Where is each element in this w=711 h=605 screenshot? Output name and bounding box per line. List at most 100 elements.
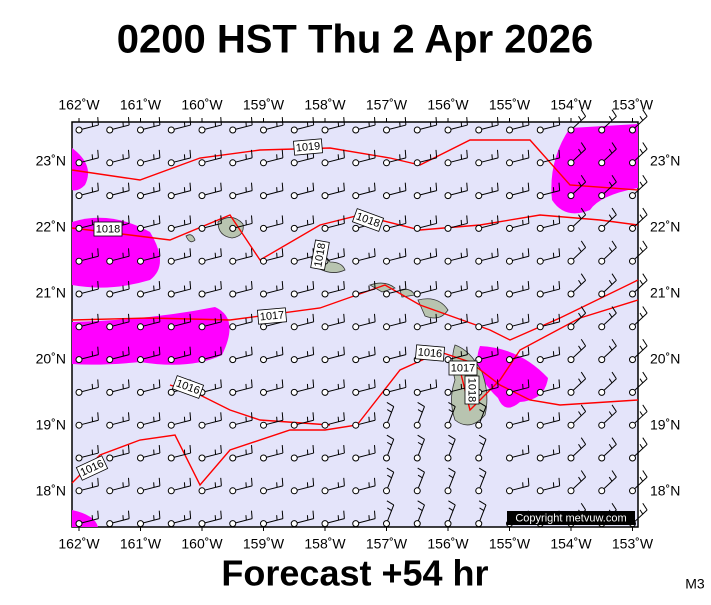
isobar-label: 1018 bbox=[96, 223, 120, 235]
barb-station bbox=[599, 193, 605, 199]
barb-feather bbox=[313, 379, 314, 387]
barb-feather bbox=[282, 412, 283, 420]
barb-station bbox=[445, 488, 451, 494]
lat-label: 22˚N bbox=[36, 219, 66, 235]
barb-feather bbox=[640, 149, 643, 153]
barb-feather bbox=[405, 117, 406, 125]
barb-station bbox=[537, 291, 543, 297]
barb-feather bbox=[640, 182, 643, 186]
barb-station bbox=[261, 422, 267, 428]
barb-station bbox=[507, 225, 513, 231]
barb-station bbox=[537, 488, 543, 494]
barb-station bbox=[230, 127, 236, 133]
barb-feather bbox=[190, 183, 191, 191]
barb-feather bbox=[190, 248, 191, 256]
barb-station bbox=[630, 455, 636, 461]
barb-station bbox=[353, 422, 359, 428]
barb-feather bbox=[159, 314, 160, 322]
barb-feather bbox=[405, 248, 406, 256]
barb-feather bbox=[467, 183, 468, 191]
isobar-label: 1018 bbox=[466, 378, 478, 402]
isobar-label-box: 1017 bbox=[257, 308, 286, 324]
barb-feather bbox=[344, 379, 345, 387]
barb-feather bbox=[159, 379, 160, 387]
barb-station bbox=[507, 193, 513, 199]
barb-station bbox=[353, 225, 359, 231]
barb-feather bbox=[221, 511, 222, 519]
barb-station bbox=[322, 389, 328, 395]
barb-feather bbox=[251, 511, 252, 519]
barb-station bbox=[322, 160, 328, 166]
barb-feather bbox=[221, 183, 222, 191]
barb-feather bbox=[497, 314, 498, 322]
barb-feather bbox=[559, 150, 560, 158]
barb-station bbox=[507, 389, 513, 395]
lat-label: 19˚N bbox=[650, 417, 680, 433]
barb-feather bbox=[98, 478, 99, 486]
barb-feather bbox=[640, 346, 643, 350]
barb-feather bbox=[98, 117, 99, 125]
barb-feather bbox=[98, 248, 99, 256]
barb-feather bbox=[559, 248, 560, 256]
barb-station bbox=[107, 521, 113, 527]
barb-feather bbox=[436, 248, 437, 256]
lon-label: 154˚W bbox=[550, 97, 592, 113]
barb-station bbox=[168, 291, 174, 297]
barb-feather bbox=[128, 511, 129, 519]
barb-station bbox=[107, 389, 113, 395]
barb-station bbox=[168, 357, 174, 363]
barb-feather bbox=[643, 175, 647, 182]
barb-station bbox=[230, 488, 236, 494]
map: 1019101810181018101710161016101610171018… bbox=[72, 110, 647, 527]
barb-station bbox=[107, 258, 113, 264]
barb-feather bbox=[98, 511, 99, 519]
barb-station bbox=[507, 160, 513, 166]
barb-station bbox=[445, 324, 451, 330]
barb-feather bbox=[374, 150, 375, 158]
barb-station bbox=[168, 160, 174, 166]
barb-station bbox=[230, 324, 236, 330]
barb-station bbox=[322, 488, 328, 494]
barb-station bbox=[291, 357, 297, 363]
lon-label: 155˚W bbox=[489, 536, 531, 552]
barb-feather bbox=[436, 183, 437, 191]
barb-station bbox=[353, 521, 359, 527]
barb-station bbox=[322, 127, 328, 133]
isobar-label-box: 1017 bbox=[449, 361, 477, 375]
barb-feather bbox=[313, 117, 314, 125]
barb-feather bbox=[497, 248, 498, 256]
barb-station bbox=[414, 193, 420, 199]
barb-station bbox=[138, 258, 144, 264]
barb-feather bbox=[282, 183, 283, 191]
barb-station bbox=[138, 455, 144, 461]
barb-feather bbox=[374, 379, 375, 387]
barb-feather bbox=[528, 215, 529, 223]
barb-feather bbox=[640, 444, 643, 448]
barb-feather bbox=[221, 150, 222, 158]
barb-station bbox=[199, 127, 205, 133]
barb-station bbox=[353, 193, 359, 199]
barb-feather bbox=[190, 117, 191, 125]
barb-station bbox=[445, 389, 451, 395]
barb-feather bbox=[374, 281, 375, 289]
barb-feather bbox=[497, 347, 498, 355]
barb-feather bbox=[128, 215, 129, 223]
barb-feather bbox=[579, 116, 582, 120]
barb-feather bbox=[159, 215, 160, 223]
barb-feather bbox=[313, 281, 314, 289]
barb-station bbox=[507, 357, 513, 363]
barb-feather bbox=[497, 183, 498, 191]
barb-station bbox=[291, 258, 297, 264]
lat-label: 18˚N bbox=[36, 483, 66, 499]
barb-station bbox=[568, 357, 574, 363]
barb-station bbox=[76, 357, 82, 363]
barb-feather bbox=[221, 412, 222, 420]
barb-station bbox=[168, 127, 174, 133]
barb-station bbox=[138, 422, 144, 428]
barb-station bbox=[107, 324, 113, 330]
barb-station bbox=[384, 291, 390, 297]
barb-feather bbox=[374, 511, 375, 519]
isobar-label-box: 1016 bbox=[415, 345, 444, 361]
barb-station bbox=[507, 455, 513, 461]
